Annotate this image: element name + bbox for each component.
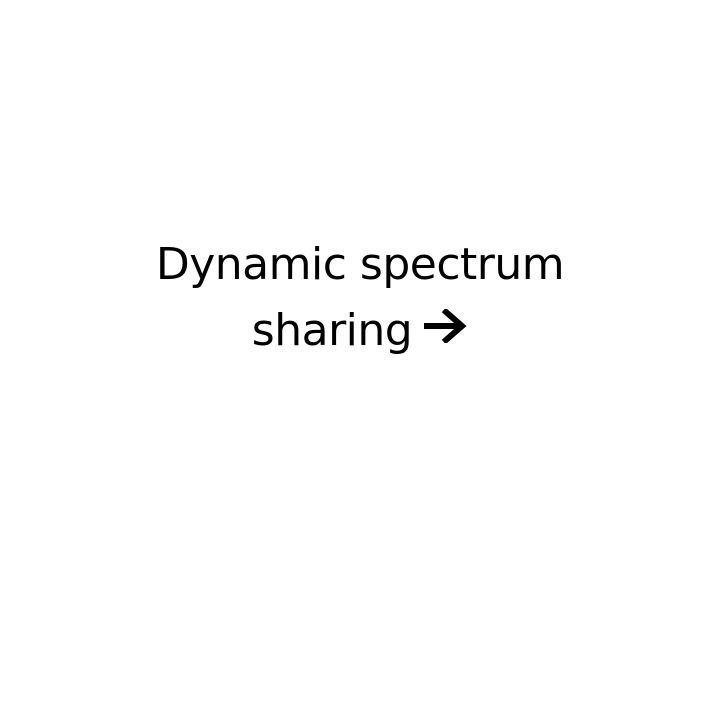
caption-line-2-text: sharing	[251, 305, 413, 356]
right-arrow-icon	[423, 296, 468, 362]
caption-line-1: Dynamic spectrum	[155, 239, 565, 290]
caption-line-2: sharing	[0, 298, 720, 366]
caption-text: Dynamic spectrum sharing	[0, 232, 720, 366]
